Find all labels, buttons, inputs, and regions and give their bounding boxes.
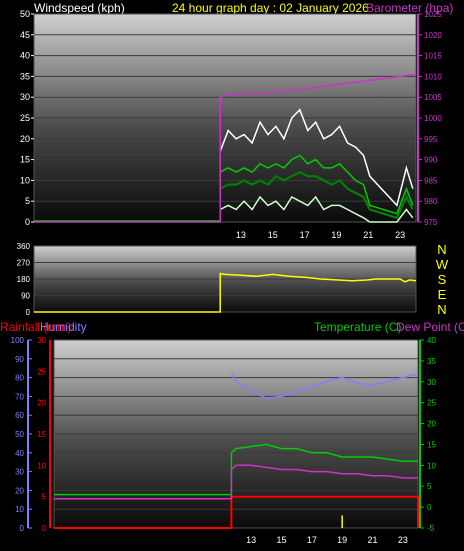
humidity-tick-label: 90 [15, 355, 24, 364]
humidity-tick-label: 50 [15, 430, 24, 439]
x-tick-label: 21 [363, 230, 373, 240]
y-right-tick-label: 1005 [424, 93, 442, 102]
rain-tick-label: 5 [42, 493, 47, 502]
x-tick-label: 13 [246, 535, 256, 545]
y-left-tick-label: 50 [20, 9, 30, 19]
temperature-tick-label: 10 [427, 461, 436, 470]
dewpoint-line [54, 464, 418, 500]
y-right-tick-label: 985 [424, 176, 438, 185]
y-left-tick-label: 40 [20, 51, 30, 61]
compass-label: S [438, 272, 447, 287]
rain-tick-label: 15 [37, 430, 46, 439]
temperature-tick-label: 15 [427, 440, 436, 449]
wind-gust-line [219, 108, 414, 207]
plot-border [53, 339, 419, 529]
humidity-tick-label: 70 [15, 392, 24, 401]
compass-label: W [436, 257, 449, 272]
y-left-tick-label: 25 [20, 113, 30, 123]
compass-label: N [437, 242, 446, 257]
temperature-tick-label: 35 [427, 357, 436, 366]
wind-avg-line [219, 170, 414, 220]
wind-low-line [219, 195, 414, 223]
rain-tick-label: 30 [37, 336, 46, 345]
y-right-tick-label: 1015 [424, 52, 442, 61]
y-tick-label: 180 [17, 275, 31, 284]
humidity-tick-label: 20 [15, 486, 24, 495]
y-left-tick-label: 30 [20, 92, 30, 102]
y-left-tick-label: 45 [20, 30, 30, 40]
dewpoint-axis-label: Dew Point (C) [396, 320, 464, 334]
x-tick-label: 23 [398, 535, 408, 545]
plot-border [33, 245, 417, 313]
barometer-axis-label: Barometer (hpa) [366, 1, 453, 15]
humidity-tick-label: 40 [15, 449, 24, 458]
y-left-tick-label: 35 [20, 71, 30, 81]
rainfall-axis-label: Rainfall (mm) [0, 320, 71, 334]
rain-tick-label: 10 [37, 461, 46, 470]
barometer-line [34, 73, 417, 223]
rain-tick-label: 0 [42, 524, 47, 533]
y-right-tick-label: 1025 [424, 10, 442, 19]
y-right-tick-label: 1000 [424, 114, 442, 123]
y-tick-label: 0 [26, 308, 31, 317]
y-left-tick-label: 20 [20, 134, 30, 144]
humidity-tick-label: 0 [20, 524, 25, 533]
x-tick-label: 17 [300, 230, 310, 240]
humidity-tick-label: 80 [15, 374, 24, 383]
temperature-tick-label: 30 [427, 378, 436, 387]
humidity-tick-label: 60 [15, 411, 24, 420]
y-left-tick-label: 15 [20, 155, 30, 165]
x-tick-label: 19 [331, 230, 341, 240]
y-tick-label: 270 [17, 259, 31, 268]
humidity-tick-label: 100 [11, 336, 25, 345]
y-right-tick-label: 990 [424, 156, 438, 165]
temperature-line [54, 443, 418, 496]
rain-tick-label: 25 [37, 367, 46, 376]
y-right-tick-label: 1020 [424, 31, 442, 40]
humidity-line [230, 373, 419, 400]
compass-label: E [438, 287, 447, 302]
wind-barometer-panel: 0510152025303540455097598098599099510001… [20, 9, 442, 240]
humidity-tick-label: 10 [15, 505, 24, 514]
y-right-tick-label: 980 [424, 197, 438, 206]
x-tick-label: 17 [307, 535, 317, 545]
humidity-tick-label: 30 [15, 468, 24, 477]
x-tick-label: 13 [236, 230, 246, 240]
y-tick-label: 360 [17, 242, 31, 251]
temperature-tick-label: -5 [427, 524, 435, 533]
temperature-tick-label: 40 [427, 336, 436, 345]
y-right-tick-label: 975 [424, 218, 438, 227]
y-right-tick-label: 995 [424, 135, 438, 144]
x-tick-label: 19 [337, 535, 347, 545]
humidity-axis-label: Humidity [40, 320, 87, 334]
x-tick-label: 21 [367, 535, 377, 545]
chart-title: 24 hour graph day : 02 January 2026 [172, 1, 369, 15]
rain-tick-label: 20 [37, 399, 46, 408]
wind-high-line [219, 154, 414, 215]
y-left-tick-label: 5 [25, 196, 30, 206]
y-tick-label: 90 [21, 292, 30, 301]
y-left-tick-label: 0 [25, 217, 30, 227]
temperature-tick-label: 0 [427, 503, 432, 512]
temperature-tick-label: 25 [427, 399, 436, 408]
x-tick-label: 23 [395, 230, 405, 240]
compass-label: N [437, 302, 446, 317]
temperature-tick-label: 20 [427, 420, 436, 429]
temperature-tick-label: 5 [427, 482, 432, 491]
y-right-tick-label: 1010 [424, 72, 442, 81]
rain-temperature-panel: 0 10 20 30 40 50 60 70 80 90 100 0 5 10 15 20 25 30 -5 0 5 10… [11, 336, 437, 545]
windspeed-axis-label: Windspeed (kph) [34, 1, 125, 15]
x-tick-label: 15 [268, 230, 278, 240]
temperature-axis-label: Temperature (C) [314, 320, 401, 334]
y-left-tick-label: 10 [20, 175, 30, 185]
wind-direction-line [34, 272, 417, 313]
x-tick-label: 15 [276, 535, 286, 545]
